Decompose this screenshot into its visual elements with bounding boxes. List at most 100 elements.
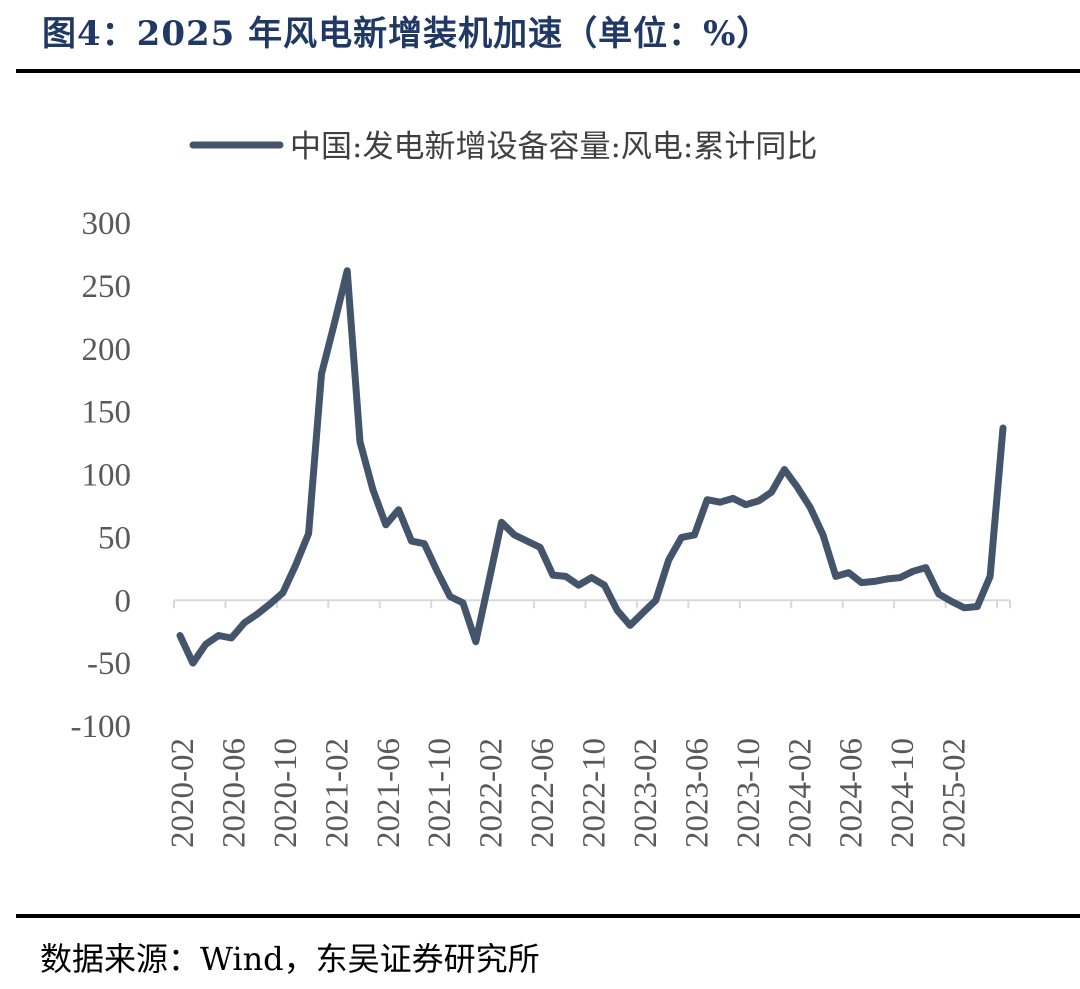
y-tick-label: 250 bbox=[82, 269, 132, 305]
x-tick-label: 2024-10 bbox=[885, 738, 921, 848]
data-point bbox=[704, 497, 710, 503]
data-point bbox=[871, 578, 877, 584]
data-point bbox=[499, 519, 505, 525]
data-point bbox=[563, 573, 569, 579]
data-point bbox=[319, 371, 325, 377]
data-point bbox=[897, 575, 903, 581]
data-point bbox=[177, 633, 183, 639]
data-point bbox=[743, 502, 749, 508]
data-point bbox=[576, 582, 582, 588]
chart-legend: 中国:发电新增设备容量:风电:累计同比 bbox=[189, 129, 817, 165]
data-point bbox=[460, 600, 466, 606]
data-point bbox=[241, 620, 247, 626]
legend-label: 中国:发电新增设备容量:风电:累计同比 bbox=[290, 129, 817, 165]
x-tick-label: 2022-06 bbox=[525, 738, 561, 848]
data-point bbox=[331, 321, 337, 327]
series-line bbox=[176, 267, 1007, 667]
data-point bbox=[769, 489, 775, 495]
data-point bbox=[691, 532, 697, 538]
data-point bbox=[640, 610, 646, 616]
x-tick-label: 2024-02 bbox=[782, 738, 818, 848]
data-point bbox=[254, 611, 260, 617]
data-point bbox=[447, 594, 453, 600]
data-point bbox=[794, 484, 800, 490]
bottom-divider bbox=[16, 914, 1080, 918]
data-point bbox=[396, 507, 402, 513]
x-tick-label: 2022-10 bbox=[577, 738, 613, 848]
data-point bbox=[357, 439, 363, 445]
x-tick-label: 2020-10 bbox=[268, 738, 304, 848]
data-point bbox=[524, 538, 530, 544]
data-point bbox=[781, 467, 787, 473]
data-point bbox=[511, 532, 517, 538]
y-tick-label: 150 bbox=[82, 395, 132, 431]
x-tick-label: 2023-02 bbox=[628, 738, 664, 848]
data-point bbox=[601, 582, 607, 588]
data-point bbox=[383, 522, 389, 528]
data-point bbox=[293, 562, 299, 568]
data-point bbox=[486, 580, 492, 586]
data-point bbox=[614, 607, 620, 613]
y-tick-label: -100 bbox=[71, 709, 132, 745]
data-point bbox=[190, 660, 196, 666]
x-tick-label: 2021-10 bbox=[422, 738, 458, 848]
data-point bbox=[203, 641, 209, 647]
data-point bbox=[216, 633, 222, 639]
data-point bbox=[409, 538, 415, 544]
data-point bbox=[550, 572, 556, 578]
top-divider bbox=[16, 69, 1080, 73]
y-tick-label: 0 bbox=[115, 583, 132, 619]
y-tick-label: -50 bbox=[87, 646, 131, 682]
data-point bbox=[627, 622, 633, 628]
data-point bbox=[961, 605, 967, 611]
data-point bbox=[421, 541, 427, 547]
data-point bbox=[537, 544, 543, 550]
data-point bbox=[949, 599, 955, 605]
y-tick-label: 300 bbox=[82, 206, 132, 242]
data-point bbox=[846, 570, 852, 576]
data-point bbox=[473, 639, 479, 645]
x-tick-label: 2023-10 bbox=[731, 738, 767, 848]
data-point bbox=[344, 268, 350, 274]
data-point bbox=[833, 573, 839, 579]
data-point bbox=[910, 568, 916, 574]
x-tick-label: 2020-02 bbox=[165, 738, 201, 848]
data-point bbox=[859, 580, 865, 586]
data-point bbox=[820, 532, 826, 538]
x-tick-label: 2023-06 bbox=[679, 738, 715, 848]
x-tick-label: 2020-06 bbox=[216, 738, 252, 848]
data-point bbox=[267, 601, 273, 607]
data-point bbox=[730, 495, 736, 501]
x-tick-label: 2024-06 bbox=[834, 738, 870, 848]
data-point bbox=[974, 604, 980, 610]
y-axis: 300 250 200 150 100 50 0 -50 -100 bbox=[71, 206, 132, 745]
y-tick-label: 200 bbox=[82, 332, 132, 368]
source-note: 数据来源：Wind，东吴证券研究所 bbox=[40, 940, 540, 978]
x-tick-label: 2021-02 bbox=[319, 738, 355, 848]
data-point bbox=[717, 499, 723, 505]
x-tick-label: 2022-02 bbox=[474, 738, 510, 848]
data-point bbox=[884, 576, 890, 582]
data-point bbox=[807, 504, 813, 510]
data-point bbox=[434, 568, 440, 574]
chart-title: 图4：2025 年风电新增装机加速（单位：%） bbox=[42, 14, 772, 54]
data-point bbox=[936, 591, 942, 597]
data-point bbox=[923, 565, 929, 571]
data-point bbox=[987, 573, 993, 579]
x-tick-label: 2021-06 bbox=[371, 738, 407, 848]
data-point bbox=[756, 498, 762, 504]
data-point bbox=[370, 487, 376, 493]
data-point bbox=[228, 635, 234, 641]
data-point bbox=[280, 590, 286, 596]
data-point bbox=[589, 575, 595, 581]
plot-area bbox=[176, 267, 1007, 667]
y-tick-label: 100 bbox=[82, 458, 132, 494]
data-point bbox=[653, 597, 659, 603]
data-point bbox=[1000, 425, 1006, 431]
x-axis: 2020-02 2020-06 2020-10 2021-02 2021-06 2021-… bbox=[165, 599, 1011, 848]
data-point bbox=[306, 531, 312, 537]
y-tick-label: 50 bbox=[98, 520, 131, 556]
data-point bbox=[679, 534, 685, 540]
x-tick-label: 2025-02 bbox=[937, 738, 973, 848]
